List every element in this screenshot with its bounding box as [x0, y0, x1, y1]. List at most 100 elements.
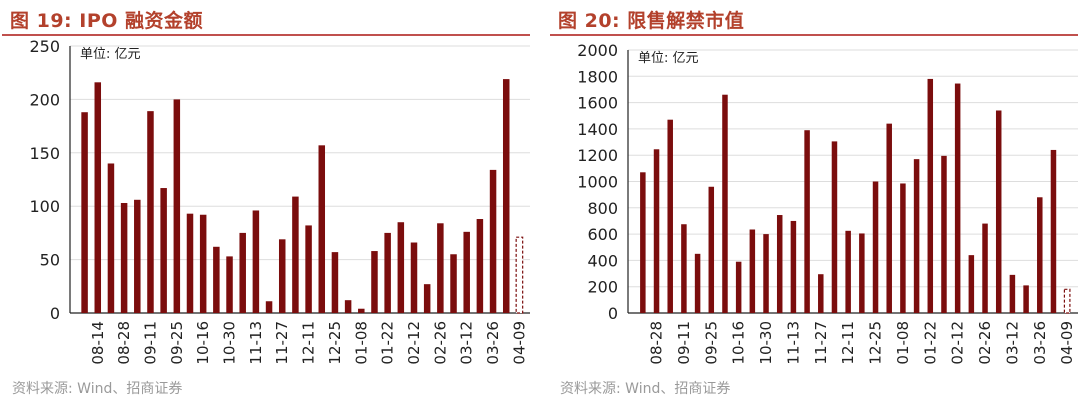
x-tick-label: 09-25: [168, 321, 186, 365]
y-tick-label: 250: [29, 38, 60, 56]
panel-ipo-financing: 图 19: IPO 融资金额 0 50 100 150 200 250 单位: 亿元 08-1…: [2, 0, 532, 400]
x-tick-label: 04-09: [1058, 321, 1076, 365]
bar: [681, 224, 687, 313]
bar: [982, 223, 988, 313]
bar: [872, 181, 879, 313]
x-tick-label: 08-14: [89, 321, 107, 365]
bar: [94, 82, 102, 313]
x-tick-label: 10-16: [194, 321, 212, 365]
source-note: 资料来源: Wind、招商证券: [560, 381, 731, 397]
x-tick-label: 11-13: [784, 321, 802, 365]
bar: [913, 159, 920, 313]
x-tick-label: 09-25: [702, 321, 720, 365]
y-tick-label: 800: [587, 199, 618, 218]
bar: [226, 256, 233, 313]
y-tick-label: 1600: [577, 94, 618, 113]
unit-label: 单位: 亿元: [638, 51, 699, 66]
bar: [265, 301, 273, 313]
x-tick-label: 03-12: [458, 321, 476, 365]
bar: [941, 155, 947, 313]
bar: [134, 199, 141, 313]
x-tick-label: 01-22: [379, 321, 397, 365]
bar: [1023, 285, 1029, 313]
bar: [749, 229, 756, 313]
bar: [213, 246, 220, 313]
y-tick-label: 600: [587, 225, 618, 244]
bar: [640, 172, 646, 313]
bar: [107, 163, 115, 313]
unlock-bar-chart: 0 200 400 600 800 1000 1200 1400 1600 1800 2000 单位:…: [577, 41, 1078, 365]
bar: [358, 308, 365, 313]
y-tick-label: 0: [50, 304, 60, 323]
bar: [278, 239, 286, 313]
y-tick-label: 1200: [577, 146, 618, 165]
bar: [292, 196, 299, 313]
x-tick-label: 12-25: [326, 321, 344, 365]
y-tick-label: 200: [587, 278, 618, 297]
x-tick-label: 11-27: [812, 321, 830, 365]
bar: [81, 112, 88, 313]
bar: [818, 274, 824, 313]
y-tick-label: 400: [587, 251, 618, 270]
x-tick-label: 02-26: [431, 321, 449, 365]
bar: [790, 220, 797, 313]
x-tick-label: 02-26: [976, 321, 994, 365]
y-tick-label: 1000: [577, 173, 618, 192]
x-tick-label: 12-25: [867, 321, 885, 365]
bar: [252, 210, 260, 313]
bar: [173, 99, 181, 314]
bar: [995, 110, 1002, 314]
bar: [927, 78, 934, 314]
x-tick-label: 01-22: [921, 321, 939, 365]
x-tick-label: 12-11: [839, 321, 857, 365]
y-tick-label: 200: [29, 90, 60, 109]
bar: [776, 215, 783, 313]
bar: [147, 111, 154, 313]
x-tick-label: 02-12: [405, 321, 423, 365]
bar: [900, 183, 906, 313]
y-tick-label: 0: [608, 304, 618, 323]
x-tick-label: 03-26: [1031, 321, 1049, 365]
x-tick-label: 04-09: [510, 321, 528, 365]
x-tick-label: 10-16: [730, 321, 748, 365]
bar: [502, 79, 510, 313]
title-divider: [550, 34, 1078, 36]
bar: [1009, 274, 1016, 313]
x-tick-label: 11-27: [273, 321, 291, 365]
chart-title: 图 19: IPO 融资金额: [10, 10, 204, 32]
unit-label: 单位: 亿元: [80, 47, 141, 62]
x-tick-label: 10-30: [757, 321, 775, 365]
bar: [489, 169, 497, 313]
bar: [186, 213, 194, 313]
y-tick-label: 1800: [577, 67, 618, 86]
bar: [1050, 149, 1057, 313]
bar: [397, 222, 405, 313]
y-tick-label: 50: [40, 251, 60, 270]
bar: [859, 233, 865, 313]
bar: [968, 255, 975, 313]
bar: [371, 251, 378, 313]
bar: [331, 252, 339, 313]
bar: [694, 253, 701, 313]
bar: [667, 119, 673, 313]
bar: [344, 300, 352, 313]
x-tick-label: 08-28: [648, 321, 666, 365]
bar: [886, 123, 892, 313]
x-tick-label: 10-30: [221, 321, 239, 365]
bar: [199, 214, 207, 313]
source-note: 资料来源: Wind、招商证券: [12, 381, 183, 397]
bar: [1037, 197, 1043, 313]
x-tick-label: 09-11: [675, 321, 693, 365]
bar: [450, 254, 457, 313]
y-tick-label: 2000: [577, 41, 618, 60]
bar: [845, 230, 851, 313]
bar: [410, 242, 418, 313]
chart-title: 图 20: 限售解禁市值: [558, 10, 745, 32]
bar: [476, 219, 484, 313]
bar: [463, 231, 470, 313]
bar: [318, 145, 326, 313]
x-tick-label: 11-13: [247, 321, 265, 365]
bar: [437, 223, 444, 313]
bar: [423, 284, 431, 313]
x-tick-label: 09-11: [141, 321, 159, 365]
